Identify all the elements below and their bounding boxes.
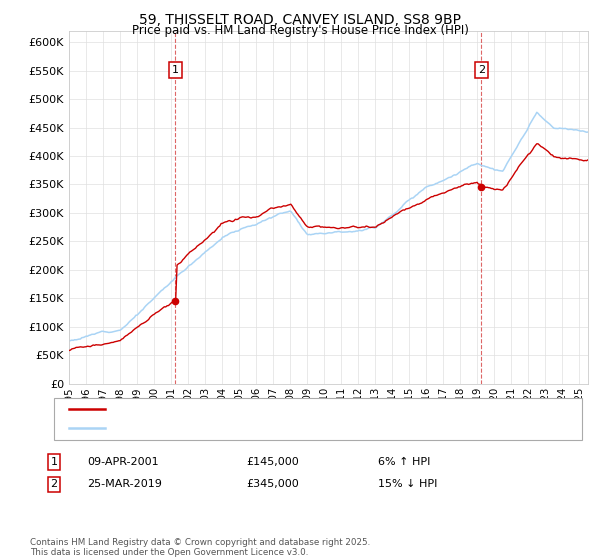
Text: 1: 1 xyxy=(50,457,58,467)
Text: 6% ↑ HPI: 6% ↑ HPI xyxy=(378,457,430,467)
Text: 09-APR-2001: 09-APR-2001 xyxy=(87,457,158,467)
Text: 2: 2 xyxy=(50,479,58,489)
Text: £145,000: £145,000 xyxy=(246,457,299,467)
Text: 15% ↓ HPI: 15% ↓ HPI xyxy=(378,479,437,489)
Text: 59, THISSELT ROAD, CANVEY ISLAND, SS8 9BP: 59, THISSELT ROAD, CANVEY ISLAND, SS8 9B… xyxy=(139,13,461,27)
Text: Price paid vs. HM Land Registry's House Price Index (HPI): Price paid vs. HM Land Registry's House … xyxy=(131,24,469,37)
Text: 2: 2 xyxy=(478,65,485,75)
Text: HPI: Average price, detached house, Castle Point: HPI: Average price, detached house, Cast… xyxy=(114,423,358,433)
Text: 1: 1 xyxy=(172,65,179,75)
Text: 25-MAR-2019: 25-MAR-2019 xyxy=(87,479,162,489)
Text: 59, THISSELT ROAD, CANVEY ISLAND, SS8 9BP (detached house): 59, THISSELT ROAD, CANVEY ISLAND, SS8 9B… xyxy=(114,404,436,414)
Text: £345,000: £345,000 xyxy=(246,479,299,489)
Text: Contains HM Land Registry data © Crown copyright and database right 2025.
This d: Contains HM Land Registry data © Crown c… xyxy=(30,538,370,557)
